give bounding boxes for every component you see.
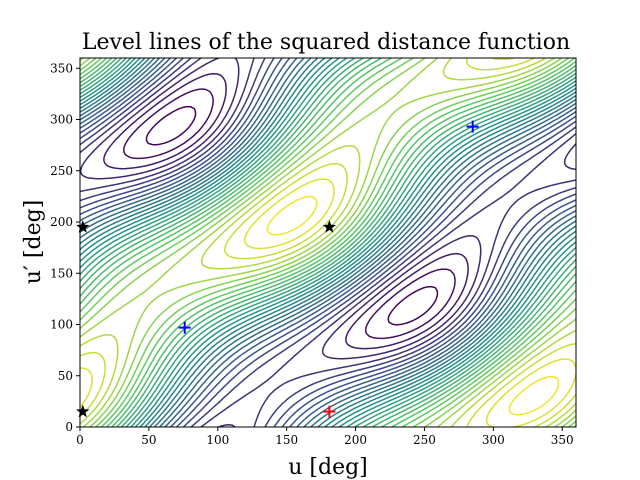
y-tick-label: 150 [50,266,73,280]
y-tick-label: 50 [58,369,73,383]
contour-lines [80,58,576,427]
contour-level-3 [103,72,469,350]
x-tick-label: 250 [413,433,436,447]
contour-level-2 [123,88,456,340]
x-tick-label: 100 [206,433,229,447]
x-tick-label: 50 [141,433,156,447]
contour-level-12 [80,58,576,427]
contour-level-9 [80,58,576,427]
x-tick-label: 350 [551,433,574,447]
y-tick-label: 0 [65,420,73,434]
contour-level-1 [145,105,439,326]
contour-level-24 [80,58,576,427]
markers [76,120,479,418]
y-tick-label: 300 [50,113,73,127]
contour-level-10 [80,58,576,427]
star-marker [322,220,336,233]
y-tick-label: 250 [50,164,73,178]
y-tick-label: 100 [50,318,73,332]
contour-level-28 [80,58,576,427]
star-marker [76,220,90,233]
contour-level-29 [80,58,576,427]
chart-title: Level lines of the squared distance func… [82,30,570,55]
plus-marker [323,405,336,418]
contour-level-30 [266,195,560,416]
contour-level-18 [80,58,576,427]
contour-level-23 [80,58,576,427]
contour-level-21 [80,58,576,427]
contour-level-7 [80,58,576,427]
x-tick-label: 0 [76,433,84,447]
y-axis-label: u′ [deg] [21,200,46,285]
axis-ticks: 0 50 100 150 200 250 300 350 0 50 100 150 200 250 300 3… [50,61,574,447]
x-axis-label: u [deg] [288,455,368,480]
x-tick-label: 300 [482,433,505,447]
plus-marker [178,321,191,334]
x-tick-label: 200 [344,433,367,447]
x-tick-label: 150 [275,433,298,447]
star-marker [76,404,90,418]
contour-level-17 [80,58,576,427]
contour-level-25 [80,58,576,427]
axes-frame [79,57,577,428]
contour-level-20 [80,58,576,427]
contour-level-6 [80,58,576,427]
contour-level-27 [80,58,576,427]
contour-level-16 [80,58,576,427]
y-tick-label: 350 [50,61,73,75]
y-tick-label: 200 [50,215,73,229]
contour-level-13 [80,58,576,427]
plus-marker [466,120,479,133]
contour-level-8 [80,58,576,427]
